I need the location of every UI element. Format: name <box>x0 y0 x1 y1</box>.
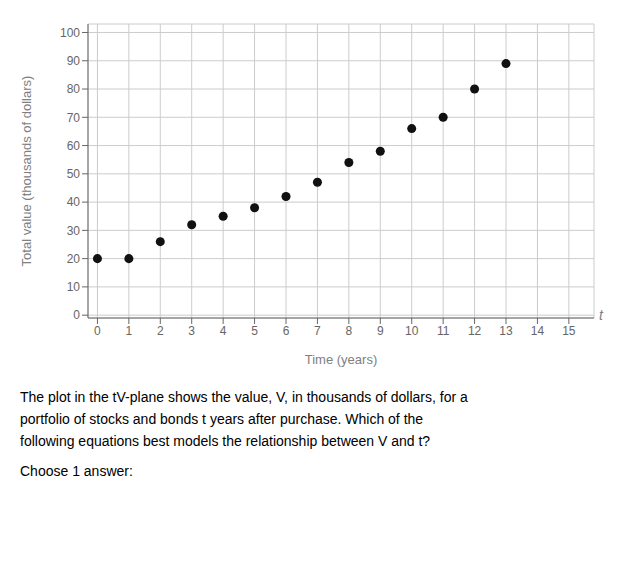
svg-text:Total value (thousands of doll: Total value (thousands of dollars) <box>19 76 34 267</box>
svg-text:60: 60 <box>67 139 81 153</box>
svg-text:90: 90 <box>67 54 81 68</box>
html-text:The plot in the tV-plane shows: The plot in the tV-plane shows the value… <box>20 389 468 405</box>
svg-text:100: 100 <box>60 26 80 40</box>
svg-text:5: 5 <box>251 324 258 338</box>
svg-text:t: t <box>599 307 604 323</box>
svg-text:15: 15 <box>562 324 576 338</box>
svg-text:4: 4 <box>220 324 227 338</box>
svg-text:30: 30 <box>67 224 81 238</box>
svg-text:40: 40 <box>67 195 81 209</box>
svg-text:12: 12 <box>468 324 482 338</box>
svg-text:0: 0 <box>73 308 80 322</box>
svg-text:2: 2 <box>157 324 164 338</box>
svg-text:70: 70 <box>67 111 81 125</box>
svg-text:Time (years): Time (years) <box>305 352 377 367</box>
svg-text:3: 3 <box>188 324 195 338</box>
svg-text:7: 7 <box>314 324 321 338</box>
svg-text:20: 20 <box>67 252 81 266</box>
svg-text:80: 80 <box>67 82 81 96</box>
svg-text:9: 9 <box>377 324 384 338</box>
svg-text:8: 8 <box>346 324 353 338</box>
svg-text:10: 10 <box>405 324 419 338</box>
svg-text:0: 0 <box>94 324 101 338</box>
svg-text:13: 13 <box>499 324 513 338</box>
html-text:Choose 1 answer:: Choose 1 answer: <box>20 463 133 479</box>
svg-text:11: 11 <box>437 324 450 338</box>
svg-text:6: 6 <box>283 324 290 338</box>
html-text:following equations best model: following equations best models the rela… <box>20 433 431 449</box>
svg-text:1: 1 <box>126 324 133 338</box>
svg-text:50: 50 <box>67 167 81 181</box>
svg-text:14: 14 <box>531 324 545 338</box>
html-text:portfolio of stocks and bonds: portfolio of stocks and bonds t years af… <box>20 411 424 427</box>
svg-text:10: 10 <box>67 280 81 294</box>
